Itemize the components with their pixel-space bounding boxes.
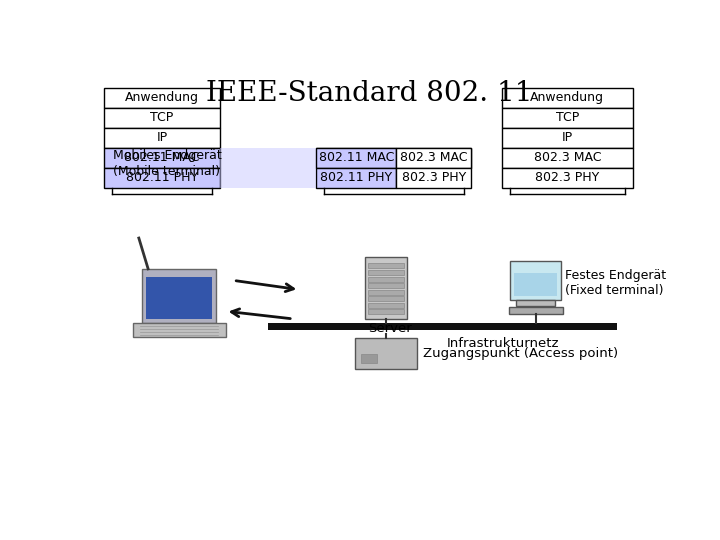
Bar — [104, 128, 220, 148]
Text: TCP: TCP — [556, 111, 579, 124]
Bar — [368, 309, 404, 314]
Text: IP: IP — [156, 131, 168, 144]
Bar — [316, 148, 472, 168]
Text: 802.3 MAC: 802.3 MAC — [400, 151, 467, 165]
Text: 802.3 PHY: 802.3 PHY — [402, 172, 466, 185]
Text: 802.3 PHY: 802.3 PHY — [535, 172, 600, 185]
Bar — [503, 88, 632, 108]
Bar — [368, 270, 404, 275]
Bar — [104, 108, 220, 128]
Bar — [514, 273, 557, 296]
Text: Anwendung: Anwendung — [125, 91, 199, 104]
Bar — [368, 276, 404, 281]
Text: Anwendung: Anwendung — [531, 91, 604, 104]
Text: 802.11 MAC: 802.11 MAC — [125, 151, 199, 165]
Bar — [503, 168, 632, 188]
Bar — [355, 338, 417, 369]
Text: 802.3 MAC: 802.3 MAC — [534, 151, 601, 165]
Text: Server: Server — [368, 322, 412, 335]
Bar — [368, 283, 404, 288]
Bar — [365, 257, 408, 319]
Bar — [368, 264, 404, 268]
Bar — [316, 148, 396, 168]
Bar — [361, 354, 377, 363]
Text: IEEE-Standard 802. 11: IEEE-Standard 802. 11 — [206, 80, 532, 107]
Text: 802.11 MAC: 802.11 MAC — [318, 151, 394, 165]
Text: Mobiles Endgerät
(Mobile terminal): Mobiles Endgerät (Mobile terminal) — [113, 150, 222, 178]
Text: Zugangspunkt (Access point): Zugangspunkt (Access point) — [423, 347, 618, 360]
Bar — [503, 108, 632, 128]
Text: Festes Endgerät
(Fixed terminal): Festes Endgerät (Fixed terminal) — [564, 269, 666, 297]
Text: 802.11 PHY: 802.11 PHY — [126, 172, 198, 185]
Text: 802.11 PHY: 802.11 PHY — [320, 172, 392, 185]
Bar — [220, 148, 316, 188]
Bar — [269, 323, 617, 330]
Bar — [368, 296, 404, 301]
Bar — [316, 168, 396, 188]
Bar — [104, 88, 220, 108]
Bar — [396, 148, 472, 168]
Bar — [146, 276, 212, 319]
Text: TCP: TCP — [150, 111, 174, 124]
Bar — [104, 168, 220, 188]
Bar — [132, 323, 225, 336]
Bar — [143, 269, 216, 323]
Bar — [516, 300, 555, 306]
Bar — [368, 303, 404, 308]
Bar — [503, 128, 632, 148]
Bar — [104, 148, 220, 168]
Bar — [396, 168, 472, 188]
Bar — [368, 289, 404, 295]
Bar — [510, 261, 561, 300]
Bar — [503, 148, 632, 168]
Text: Infrastrukturnetz: Infrastrukturnetz — [446, 338, 559, 350]
Text: IP: IP — [562, 131, 573, 144]
Bar — [508, 307, 563, 314]
